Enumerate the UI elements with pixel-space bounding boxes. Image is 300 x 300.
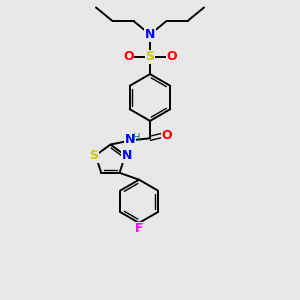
Text: O: O: [166, 50, 177, 64]
Text: N: N: [125, 133, 135, 146]
Text: F: F: [135, 222, 143, 236]
Text: O: O: [123, 50, 134, 64]
Text: N: N: [145, 28, 155, 41]
Text: O: O: [161, 129, 172, 142]
Text: S: S: [146, 50, 154, 64]
Text: S: S: [90, 149, 99, 162]
Text: N: N: [122, 149, 132, 162]
Text: H: H: [133, 133, 140, 143]
